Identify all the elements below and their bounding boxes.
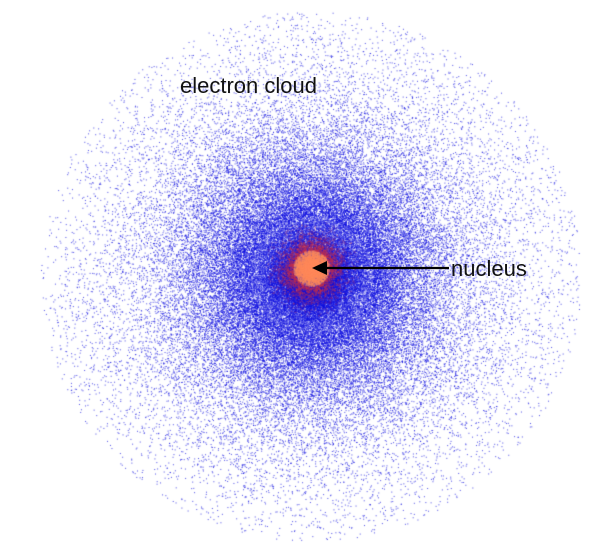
electron-cloud-label: electron cloud [180, 73, 317, 98]
arrowhead [312, 261, 327, 275]
nucleus-label: nucleus [451, 256, 527, 281]
